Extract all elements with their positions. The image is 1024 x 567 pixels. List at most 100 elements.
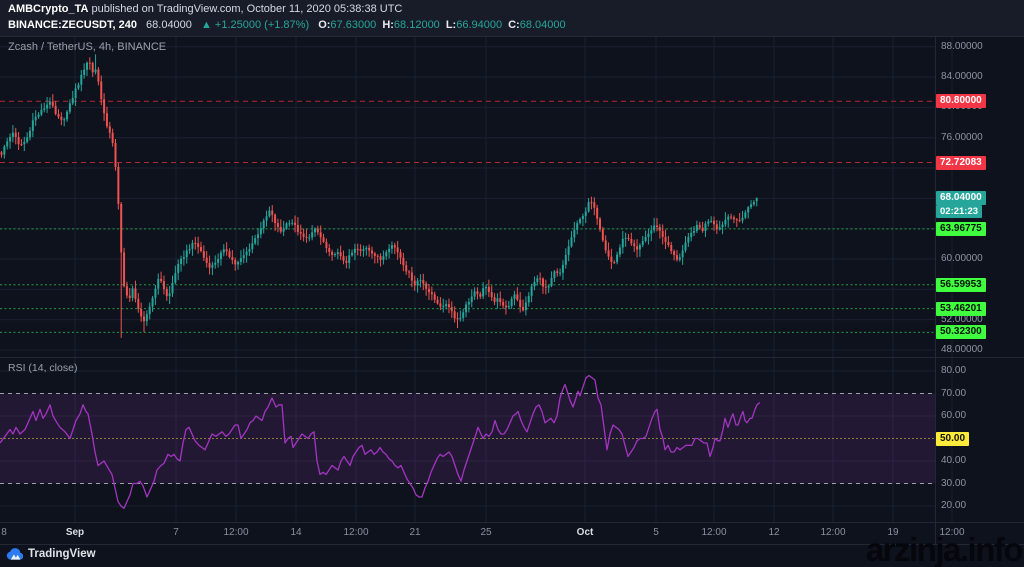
candle-body: [610, 256, 613, 263]
ohlc-value: 66.94000: [456, 19, 503, 31]
candle-body: [157, 278, 160, 289]
watermark[interactable]: arzinja.info: [865, 531, 1024, 567]
time-axis[interactable]: [0, 522, 935, 544]
price-axis-separator: [935, 36, 936, 544]
byline: AMBCrypto_TA published on TradingView.co…: [8, 3, 402, 15]
candle-body: [724, 219, 727, 225]
candle-body: [336, 252, 339, 255]
candle-body: [561, 264, 564, 273]
candle-body: [373, 253, 376, 256]
candle-body: [447, 304, 450, 308]
candle-body: [533, 282, 536, 287]
candle-body: [328, 248, 331, 252]
candle-body: [667, 241, 670, 245]
candle-body: [613, 262, 616, 264]
candle-body: [653, 225, 656, 231]
candle-body: [134, 288, 137, 299]
candle-body: [6, 141, 9, 147]
candle-body: [185, 250, 188, 258]
rsi-pane[interactable]: [0, 357, 935, 522]
candle-body: [499, 298, 502, 303]
candle-body: [593, 202, 596, 208]
price-axis[interactable]: [935, 36, 1024, 522]
candle-body: [410, 272, 413, 281]
candle-body: [211, 264, 214, 268]
candle-body: [225, 249, 228, 252]
candle-body: [713, 220, 715, 225]
pane-separator[interactable]: [0, 357, 1024, 358]
candle-body: [319, 232, 322, 238]
candle-body: [399, 252, 402, 258]
candle-body: [416, 280, 419, 286]
candle-body: [80, 74, 83, 85]
candle-body: [74, 88, 77, 99]
candle-body: [314, 228, 316, 233]
candle-body: [755, 198, 758, 202]
candle-body: [325, 241, 328, 249]
candle-body: [584, 211, 587, 216]
candle-body: [502, 302, 505, 306]
candle-body: [154, 288, 157, 298]
candle-body: [490, 291, 493, 298]
tradingview-logo[interactable]: TradingView: [6, 545, 96, 563]
candle-body: [120, 203, 123, 253]
candle-body: [730, 216, 733, 218]
candle-body: [251, 243, 254, 250]
candle-body: [507, 306, 510, 308]
candle-body: [732, 217, 735, 220]
symbol-label: BINANCE:ZECUSDT, 240: [8, 19, 137, 31]
candle-body: [57, 114, 60, 117]
candle-body: [715, 224, 718, 230]
candle-body: [296, 225, 299, 232]
candle-body: [750, 204, 753, 208]
ohlc-key: L:: [445, 19, 457, 31]
candle-body: [621, 238, 624, 248]
candle-body: [519, 299, 522, 307]
author-name: AMBCrypto_TA: [8, 3, 89, 15]
candle-body: [128, 295, 131, 299]
candle-body: [656, 225, 658, 227]
tradingview-logo-icon: [6, 548, 23, 560]
candle-body: [83, 69, 86, 75]
candle-body: [54, 105, 57, 115]
candle-body: [382, 256, 385, 260]
candle-body: [368, 247, 371, 251]
candle-body: [641, 240, 644, 245]
candle-body: [684, 242, 687, 251]
candle-body: [88, 62, 91, 64]
candle-body: [547, 285, 550, 288]
candle-body: [31, 120, 34, 131]
candle-body: [747, 207, 750, 213]
candle-body: [678, 257, 681, 260]
candle-body: [148, 306, 151, 315]
candle-body: [40, 109, 43, 115]
candle-body: [627, 237, 630, 239]
candle-body: [239, 258, 242, 262]
candle-body: [71, 98, 74, 104]
candle-body: [34, 116, 37, 121]
candle-body: [322, 237, 325, 242]
candle-body: [342, 256, 345, 261]
candle-body: [43, 108, 46, 110]
candle-body: [393, 245, 396, 248]
candle-body: [11, 132, 14, 137]
candle-body: [219, 252, 222, 260]
candle-body: [718, 227, 721, 230]
price-pane[interactable]: [0, 36, 935, 357]
candle-body: [311, 232, 314, 238]
candle-body: [413, 280, 416, 286]
candle-body: [259, 228, 262, 235]
candle-body: [644, 236, 647, 241]
candle-body: [385, 252, 388, 257]
candle-body: [123, 252, 126, 287]
candle-body: [442, 306, 445, 308]
candle-body: [701, 227, 704, 232]
candle-body: [97, 69, 100, 82]
candle-body: [46, 104, 49, 109]
candle-body: [681, 250, 684, 258]
candle-body: [302, 233, 305, 237]
candle-body: [485, 286, 487, 289]
candle-body: [576, 223, 579, 230]
candle-body: [145, 314, 148, 322]
candle-body: [479, 294, 482, 297]
